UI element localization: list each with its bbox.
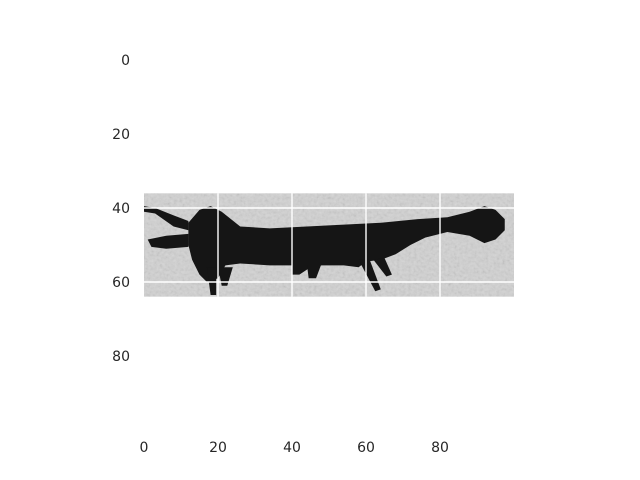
heatmap-image	[144, 193, 514, 297]
silhouette-leg-mid	[218, 267, 233, 286]
y-tick-label: 60	[112, 275, 130, 291]
silhouette-leg-body-a	[306, 263, 322, 279]
y-tick-label: 40	[112, 201, 130, 217]
x-tick-label: 20	[209, 440, 227, 456]
y-tick-label: 0	[121, 53, 130, 69]
grid-lines	[144, 193, 514, 297]
y-tick-label: 80	[112, 349, 130, 365]
x-tick-label: 60	[357, 440, 375, 456]
y-tick-labels: 0 20 40 60 80	[112, 53, 130, 365]
silhouette-head-lower	[147, 233, 189, 249]
x-tick-label: 40	[283, 440, 301, 456]
y-tick-label: 20	[112, 127, 130, 143]
silhouette-leg-front	[206, 267, 217, 295]
x-tick-label: 80	[431, 440, 449, 456]
animal-silhouette	[144, 206, 505, 295]
silhouette-leg-rear-a	[358, 259, 381, 292]
x-tick-label: 0	[140, 440, 149, 456]
silhouette-head-upper	[144, 206, 189, 231]
silhouette-body	[188, 206, 505, 282]
silhouette-leg-rear-b	[373, 257, 392, 277]
x-tick-labels: 0 20 40 60 80	[140, 440, 449, 456]
